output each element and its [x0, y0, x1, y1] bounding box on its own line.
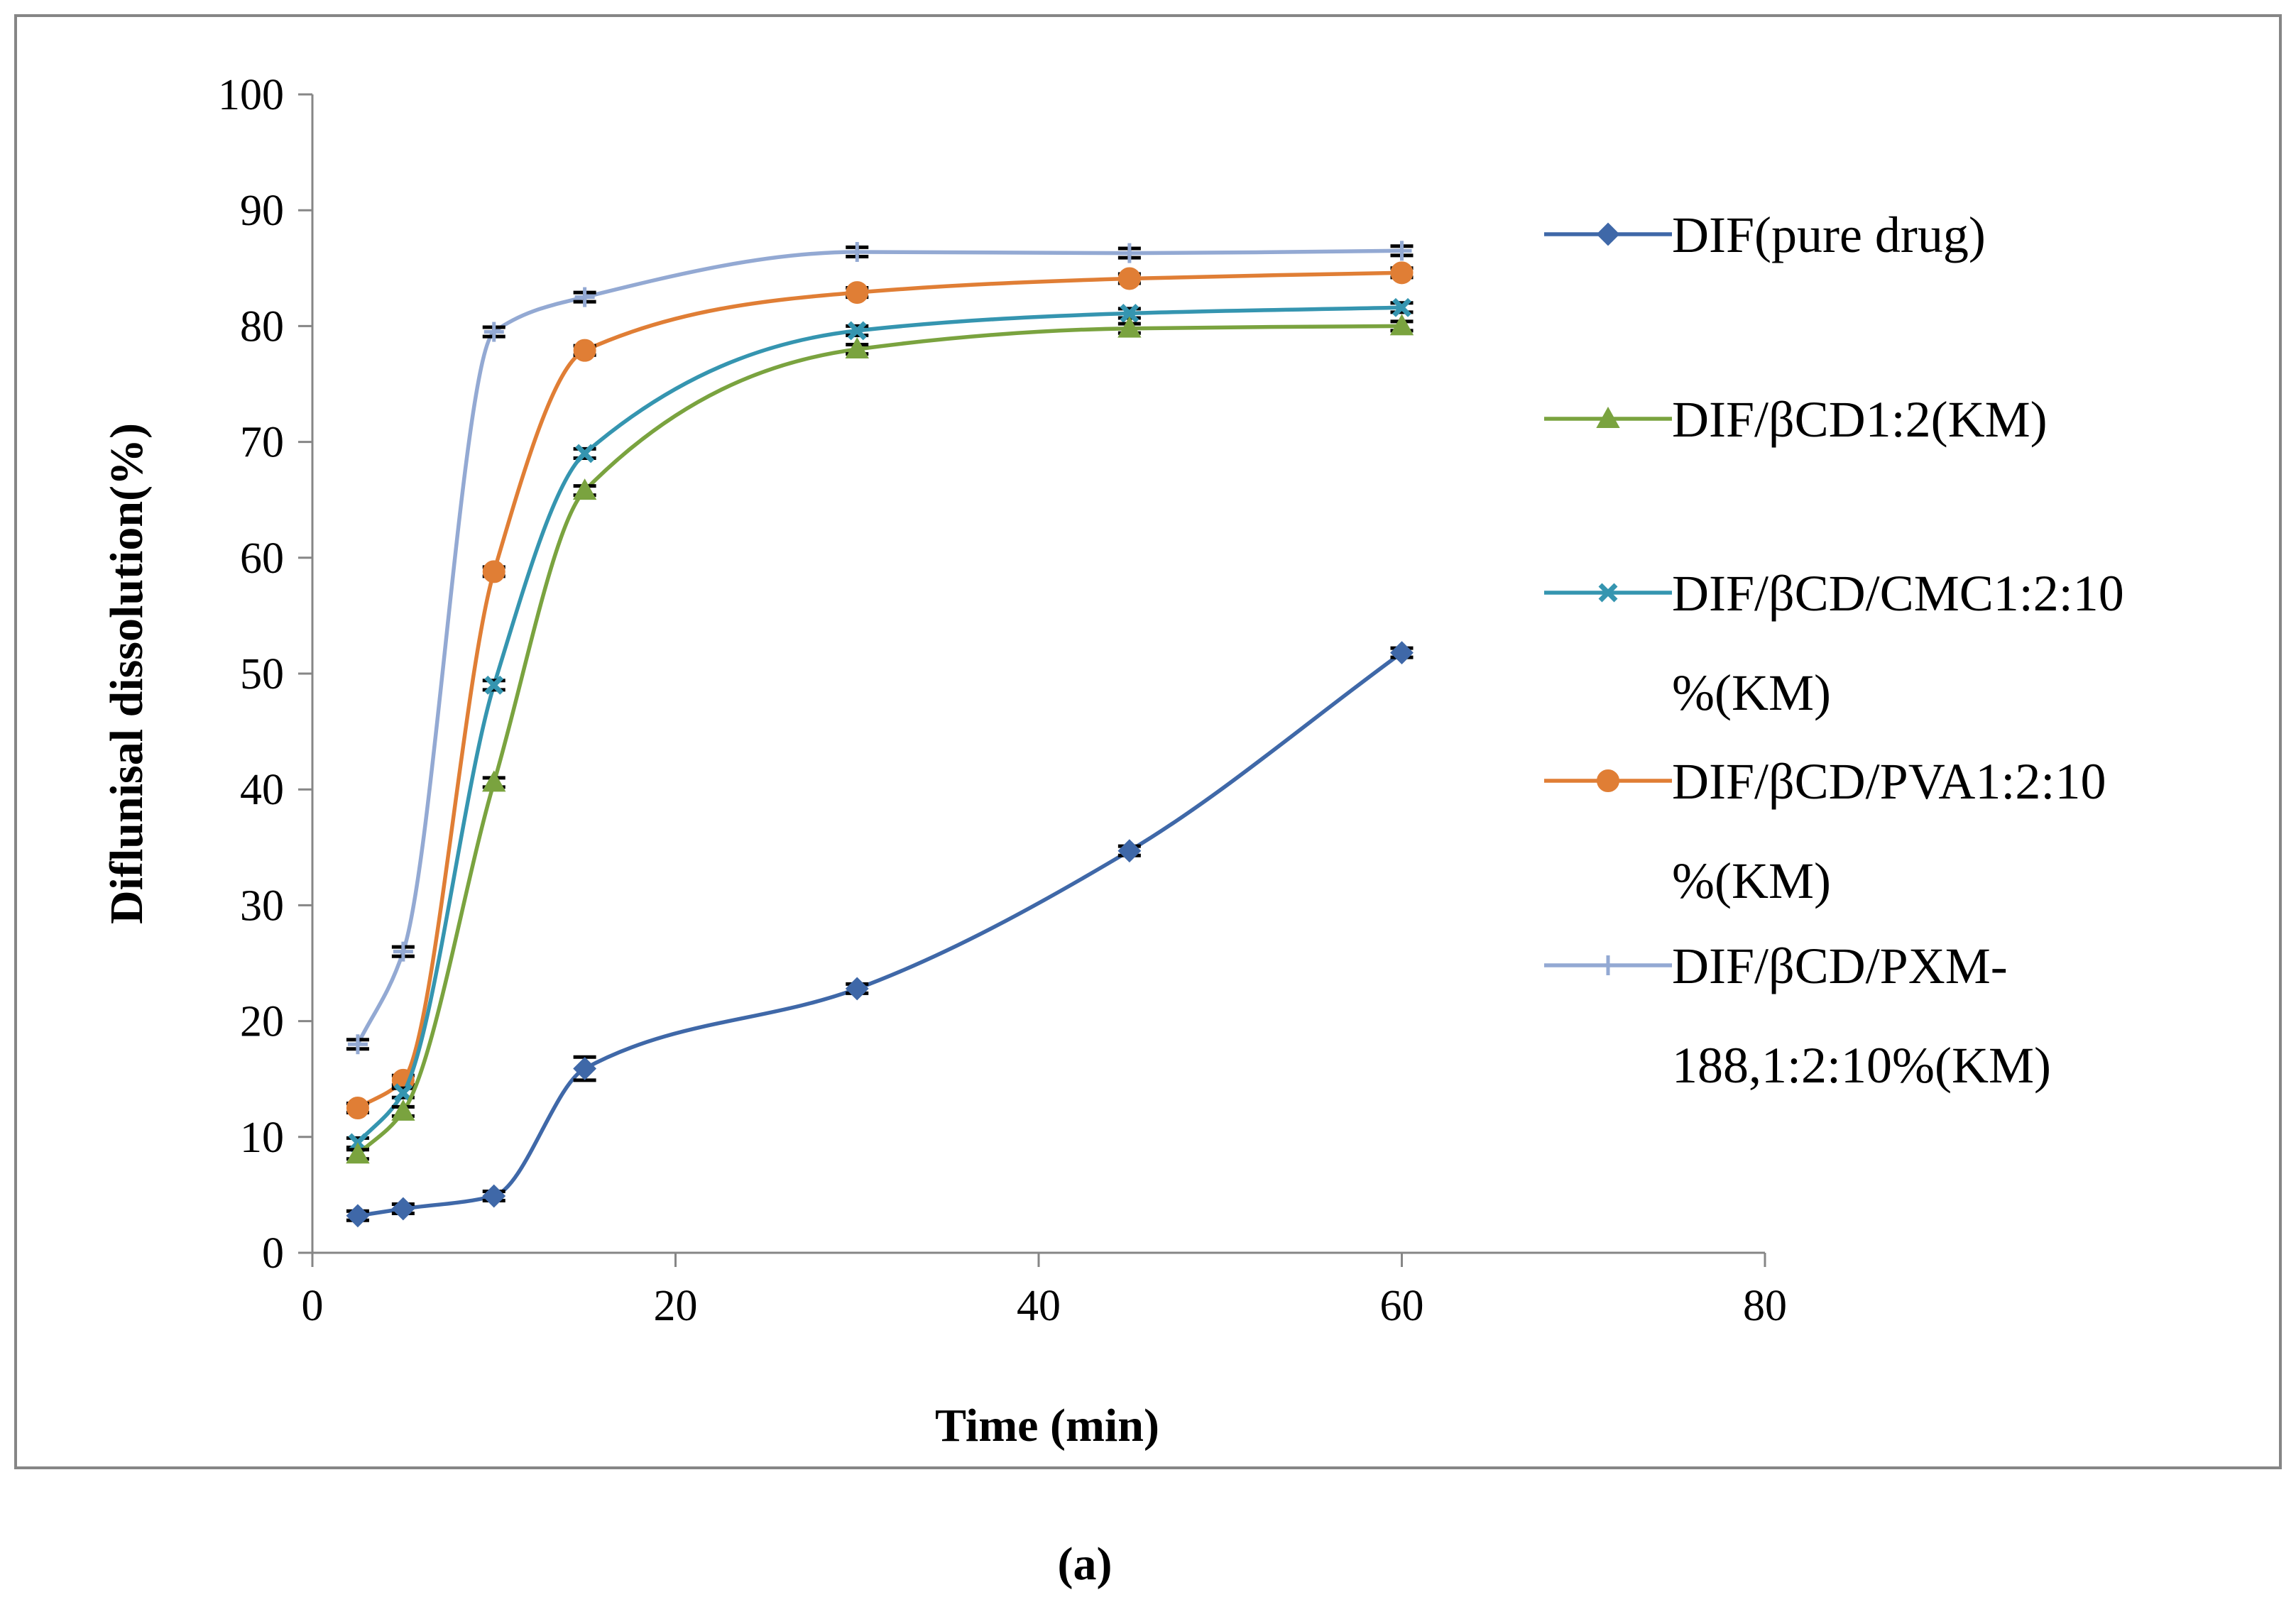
y-tick-label: 70: [240, 419, 284, 467]
data-point: [346, 1204, 370, 1228]
series-3: [346, 261, 1414, 1119]
data-point: [393, 1083, 413, 1103]
figure-caption: (a): [1058, 1538, 1113, 1590]
y-tick-label: 60: [240, 534, 284, 583]
x-tick-label: 80: [1743, 1282, 1787, 1330]
legend-label: 188,1:2:10%(KM): [1672, 1037, 2051, 1094]
series-line: [356, 305, 1402, 1144]
data-point-stroke: [575, 444, 595, 463]
data-point: [346, 1142, 370, 1164]
y-ticks: 0 10 20 30 40 50 60 70 80 90 100: [218, 71, 312, 1278]
data-point: [573, 339, 596, 362]
legend-item: DIF/βCD1:2(KM): [1544, 391, 2048, 448]
chart-frame: [14, 14, 2282, 1469]
data-point: [1117, 839, 1142, 863]
legend-item: DIF/βCD/CMC1:2:10 %(KM): [1544, 565, 2124, 721]
y-tick-label: 40: [240, 766, 284, 814]
series-4: [346, 241, 1414, 1055]
legend-label: %(KM): [1672, 852, 1831, 909]
x-ticks: 0 20 40 60 80: [302, 1253, 1787, 1330]
data-point-stroke: [484, 675, 504, 695]
data-point-stroke: [1392, 297, 1411, 317]
data-point: [391, 1099, 415, 1121]
data-point: [575, 444, 595, 463]
data-point: [1120, 303, 1139, 323]
legend-label: DIF/βCD1:2(KM): [1672, 391, 2048, 448]
data-point: [482, 1184, 506, 1208]
legend-label: DIF/βCD/CMC1:2:10: [1672, 565, 2124, 622]
series-line: [356, 248, 1402, 1046]
legend-label: DIF(pure drug): [1672, 207, 1986, 263]
x-tick-label: 60: [1380, 1282, 1424, 1330]
legend-label: DIF/βCD/PXM-: [1672, 938, 2008, 994]
x-tick-label: 40: [1017, 1282, 1061, 1330]
axes: [311, 94, 1765, 1254]
series-2: [346, 297, 1414, 1153]
y-tick-label: 100: [218, 71, 284, 119]
x-tick-label: 20: [654, 1282, 698, 1330]
y-axis-title: Diflunisal dissolution(%): [101, 423, 153, 924]
legend: DIF(pure drug) DIF/βCD1:2(KM) DIF/βCD/CMC1…: [1544, 207, 2124, 1094]
data-point: [482, 770, 506, 792]
data-point-stroke: [393, 1083, 413, 1103]
data-point: [484, 675, 504, 695]
data-point: [573, 1057, 597, 1080]
legend-marker: [1598, 583, 1618, 603]
data-point: [846, 281, 869, 305]
series-line: [356, 324, 1402, 1156]
data-point: [1392, 241, 1412, 261]
legend-label: %(KM): [1672, 664, 1831, 721]
x-axis-title: Time (min): [935, 1400, 1159, 1452]
y-tick-label: 30: [240, 882, 284, 930]
data-point: [847, 321, 867, 341]
data-point: [845, 336, 869, 359]
series-line: [357, 651, 1404, 1218]
data-point: [572, 478, 597, 500]
legend-item: DIF/βCD/PXM- 188,1:2:10%(KM): [1544, 938, 2051, 1094]
data-point: [1392, 297, 1411, 317]
y-tick-label: 20: [240, 998, 284, 1046]
legend-marker-stroke: [1598, 583, 1618, 603]
data-point: [1389, 314, 1414, 336]
y-tick-label: 90: [240, 187, 284, 235]
data-point: [1117, 267, 1141, 290]
data-point: [1119, 243, 1139, 263]
legend-item: DIF/βCD/PVA1:2:10 %(KM): [1544, 753, 2106, 909]
legend-marker: [1598, 955, 1618, 975]
series-line: [356, 270, 1402, 1110]
data-point: [346, 1097, 369, 1119]
y-tick-label: 10: [240, 1114, 284, 1162]
series-layer: [346, 241, 1414, 1228]
y-tick-label: 80: [240, 302, 284, 351]
data-point: [1390, 261, 1414, 285]
data-point: [574, 287, 595, 307]
data-point: [847, 241, 868, 262]
y-tick-label: 50: [240, 650, 284, 698]
legend-marker: [1596, 222, 1620, 246]
data-point-stroke: [847, 321, 867, 341]
series-1: [346, 314, 1414, 1164]
data-point: [845, 977, 869, 1001]
x-tick-label: 0: [302, 1282, 324, 1330]
data-point: [1117, 316, 1142, 338]
data-point: [483, 322, 504, 342]
data-point: [347, 1034, 368, 1055]
legend-marker: [1597, 769, 1619, 792]
data-point: [391, 1197, 415, 1221]
series-0: [346, 641, 1414, 1228]
data-point: [1390, 641, 1414, 665]
y-tick-label: 0: [262, 1229, 284, 1278]
data-point: [393, 941, 413, 962]
legend-item: DIF(pure drug): [1544, 207, 1986, 263]
legend-label: DIF/βCD/PVA1:2:10: [1672, 753, 2106, 810]
data-point: [482, 560, 505, 583]
data-point-stroke: [1120, 303, 1139, 323]
legend-marker: [1596, 406, 1620, 428]
